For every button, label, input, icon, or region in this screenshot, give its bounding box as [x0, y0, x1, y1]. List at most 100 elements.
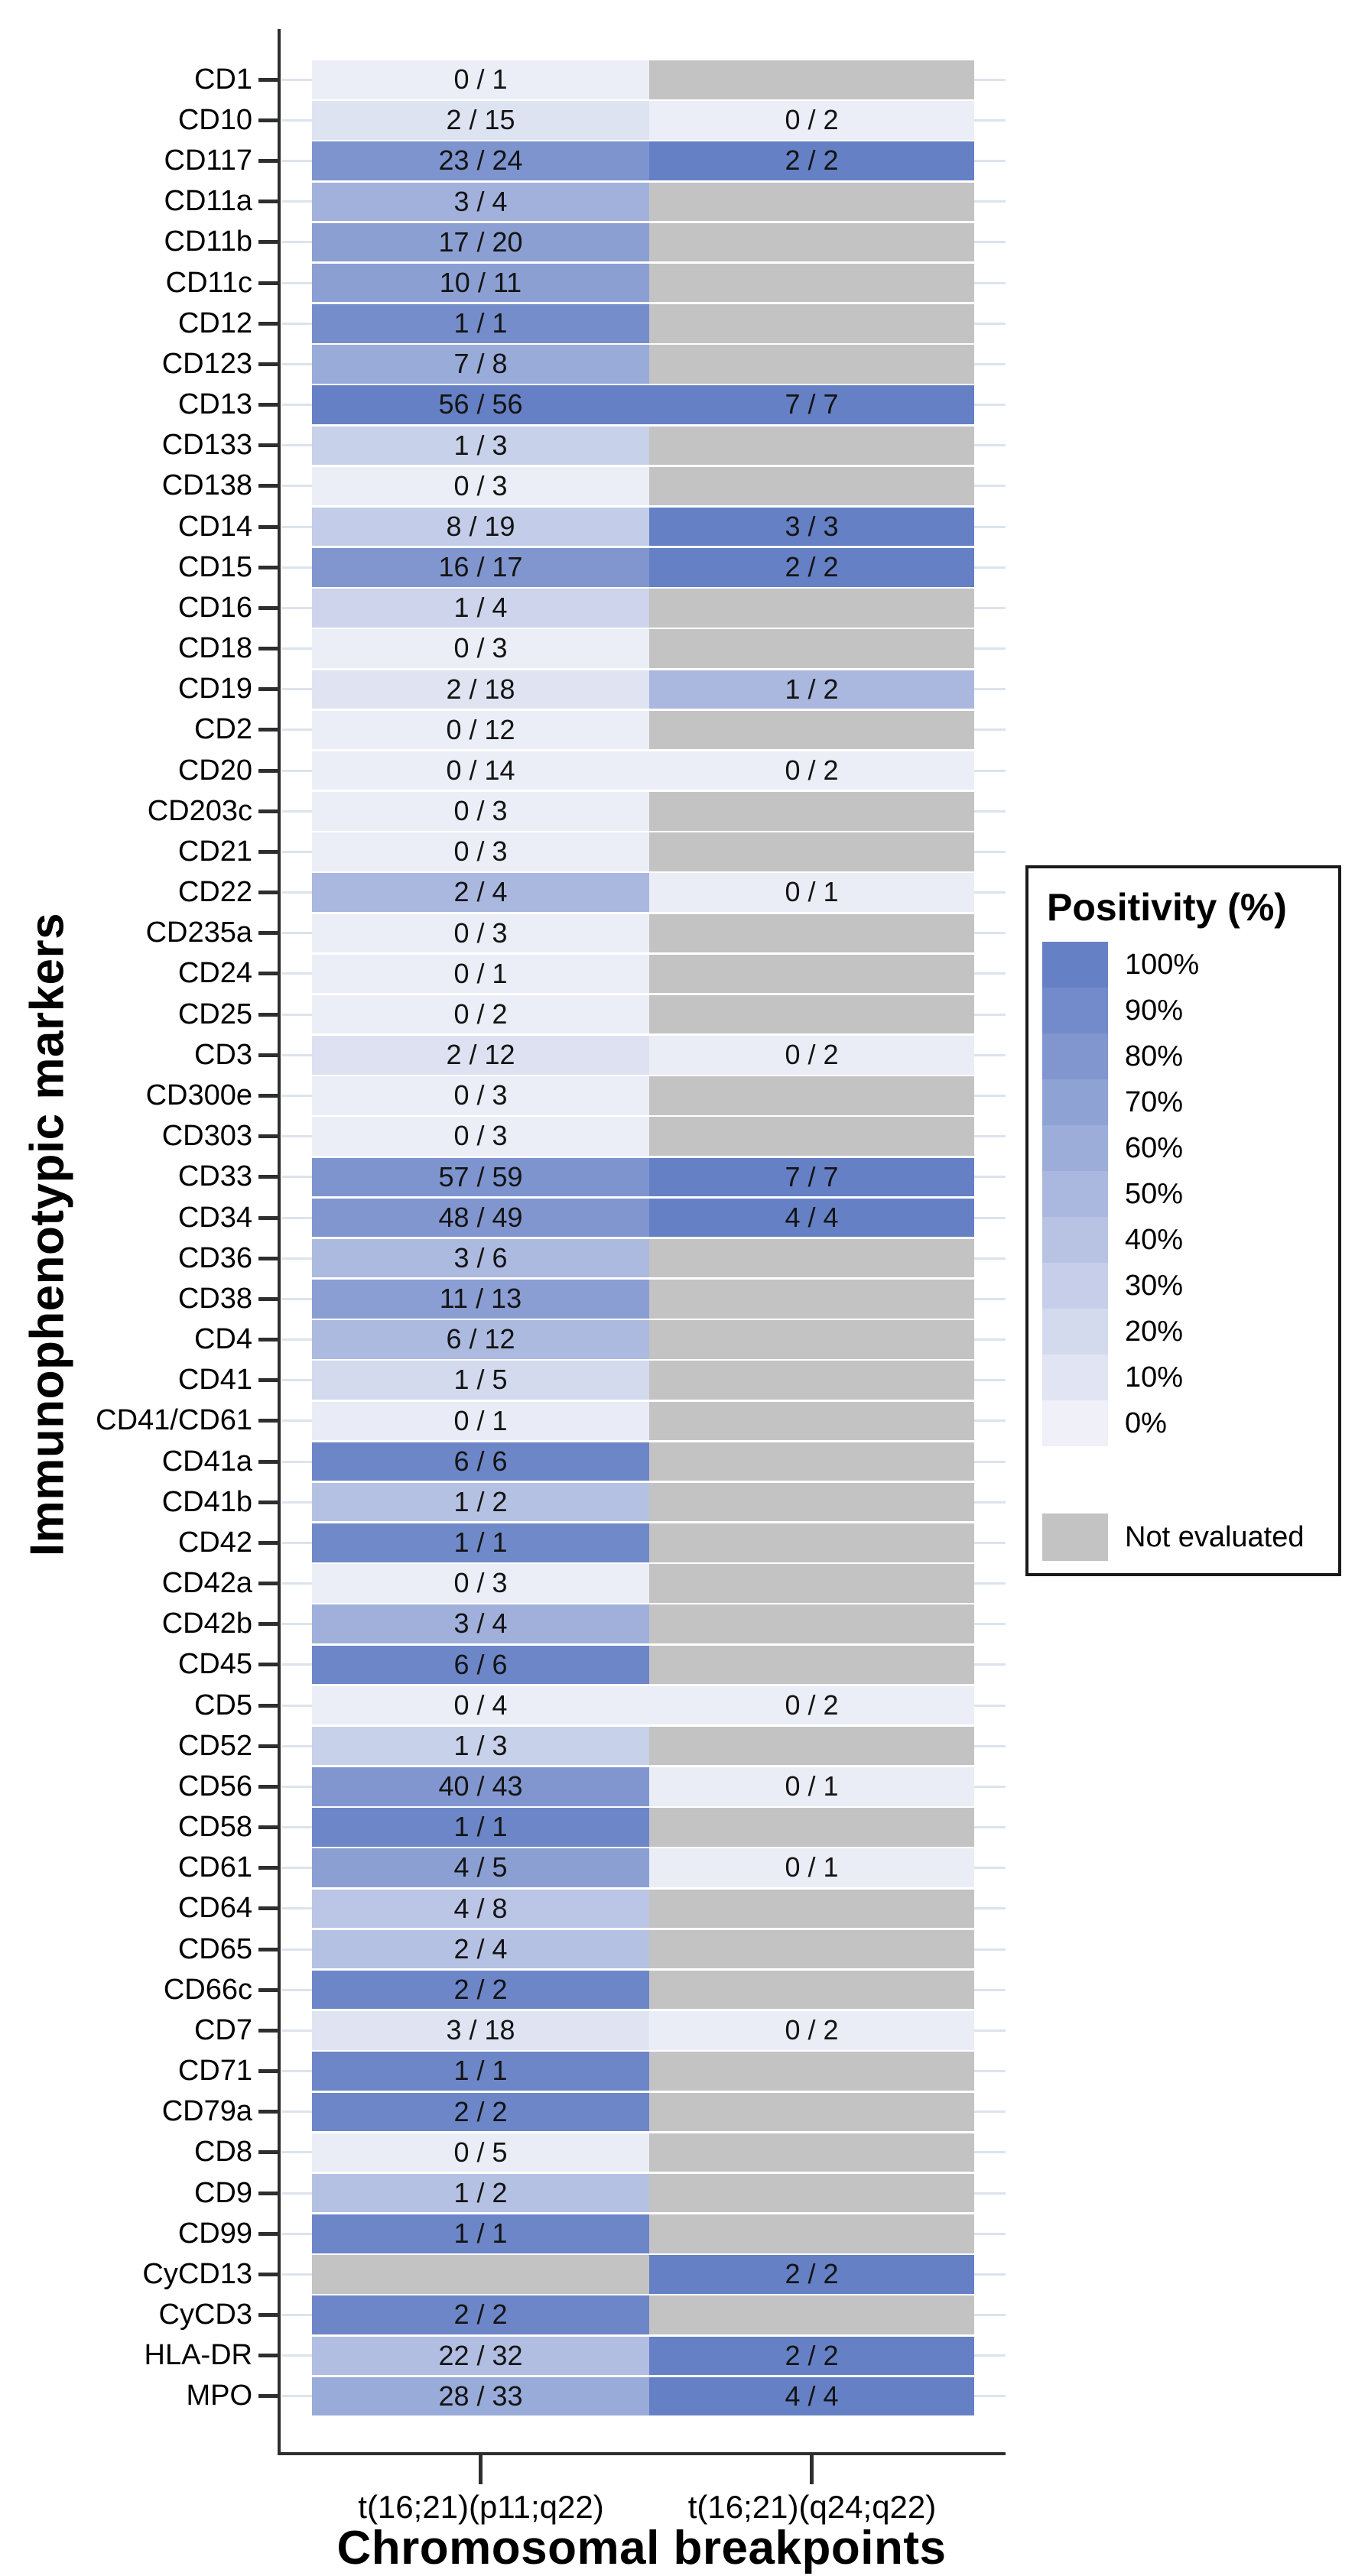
grid-stub-left — [282, 1867, 312, 1870]
legend-swatch-80 — [1042, 1033, 1108, 1079]
grid-stub-left — [282, 1623, 312, 1626]
grid-stub-right — [974, 1095, 1006, 1097]
y-tick — [258, 1459, 278, 1464]
grid-stub-left — [282, 1988, 312, 1991]
grid-stub-right — [974, 404, 1006, 407]
x-axis-line — [278, 2452, 1006, 2455]
heat-cell-not-evaluated — [649, 2295, 974, 2334]
row-label: CD11a — [164, 185, 252, 218]
row-label: CyCD13 — [142, 2257, 252, 2290]
grid-stub-left — [282, 2070, 312, 2073]
row-label: CD66c — [163, 1973, 252, 2006]
heat-cell-not-evaluated — [649, 2214, 974, 2253]
grid-stub-left — [282, 2232, 312, 2235]
grid-stub-left — [282, 525, 312, 528]
grid-stub-right — [974, 606, 1006, 609]
grid-stub-left — [282, 444, 312, 447]
grid-stub-left — [282, 2151, 312, 2154]
grid-stub-right — [974, 1135, 1006, 1138]
y-tick — [258, 728, 278, 732]
heat-cell-not-evaluated — [649, 1280, 974, 1319]
y-tick — [258, 565, 278, 569]
heat-cell: 22 / 32 — [312, 2336, 649, 2376]
heat-cell-not-evaluated — [649, 2133, 974, 2172]
heat-cell: 0 / 5 — [312, 2133, 649, 2172]
row-label: CyCD3 — [158, 2299, 252, 2331]
grid-stub-left — [282, 1826, 312, 1829]
grid-stub-right — [974, 1744, 1006, 1747]
heat-cell: 3 / 4 — [312, 182, 649, 221]
grid-stub-right — [974, 2110, 1006, 2114]
legend-label: 30% — [1125, 1270, 1184, 1302]
legend-label: 90% — [1125, 994, 1184, 1027]
y-tick — [258, 2150, 278, 2155]
grid-stub-left — [282, 1095, 312, 1097]
heat-cell: 6 / 6 — [312, 1645, 649, 1685]
grid-stub-left — [282, 1379, 312, 1382]
grid-stub-right — [974, 972, 1006, 975]
grid-stub-left — [282, 200, 312, 203]
grid-stub-right — [974, 525, 1006, 528]
grid-stub-right — [974, 809, 1006, 813]
y-tick — [258, 2231, 278, 2236]
heat-cell-not-evaluated — [649, 345, 974, 384]
grid-stub-left — [282, 241, 312, 244]
row-label: HLA-DR — [144, 2339, 252, 2372]
row-label: CD133 — [161, 429, 252, 462]
legend-swatch-90 — [1042, 988, 1108, 1033]
heat-cell: 6 / 12 — [312, 1320, 649, 1359]
grid-stub-left — [282, 1257, 312, 1260]
grid-stub-right — [974, 2192, 1006, 2195]
heat-cell: 0 / 2 — [649, 1036, 974, 1075]
y-tick — [258, 1256, 278, 1260]
grid-stub-right — [974, 1216, 1006, 1219]
grid-stub-left — [282, 78, 312, 81]
row-label: CD11b — [164, 225, 252, 258]
heat-cell-not-evaluated — [649, 1076, 974, 1115]
grid-stub-right — [974, 1176, 1006, 1179]
heat-cell-not-evaluated — [649, 1929, 974, 1969]
grid-stub-left — [282, 404, 312, 407]
row-label: MPO — [186, 2380, 252, 2412]
heat-cell: 0 / 2 — [649, 101, 974, 140]
heat-cell: 2 / 18 — [312, 670, 649, 709]
y-tick — [258, 524, 278, 529]
grid-stub-left — [282, 1785, 312, 1788]
heat-cell: 2 / 15 — [312, 101, 649, 140]
heat-cell: 1 / 2 — [649, 670, 974, 709]
heat-cell: 3 / 3 — [649, 507, 974, 547]
heat-cell: 4 / 5 — [312, 1848, 649, 1887]
row-label: CD41b — [161, 1485, 252, 1518]
heat-cell: 0 / 12 — [312, 710, 649, 750]
grid-stub-left — [282, 2029, 312, 2032]
heat-cell: 0 / 2 — [649, 751, 974, 790]
heat-cell-not-evaluated — [649, 1726, 974, 1766]
grid-stub-right — [974, 1053, 1006, 1056]
y-tick — [258, 687, 278, 692]
row-label: CD21 — [177, 835, 252, 868]
row-label: CD15 — [177, 550, 252, 583]
heat-cell: 0 / 3 — [312, 629, 649, 668]
grid-stub-left — [282, 362, 312, 365]
y-tick — [258, 159, 278, 164]
grid-stub-right — [974, 728, 1006, 732]
y-tick — [258, 1825, 278, 1830]
grid-stub-right — [974, 281, 1006, 284]
x-tick-col2 — [810, 2455, 814, 2484]
heat-cell: 0 / 14 — [312, 751, 649, 790]
heat-cell: 57 / 59 — [312, 1157, 649, 1197]
legend-not-evaluated-label: Not evaluated — [1125, 1521, 1305, 1553]
grid-stub-left — [282, 2395, 312, 2398]
grid-stub-right — [974, 1501, 1006, 1504]
heat-cell-not-evaluated — [649, 1564, 974, 1603]
row-label: CD42b — [161, 1608, 252, 1640]
grid-stub-right — [974, 1013, 1006, 1016]
heat-cell-not-evaluated — [649, 1523, 974, 1562]
y-tick — [258, 2110, 278, 2114]
heat-cell: 2 / 2 — [649, 2255, 974, 2294]
legend-swatch-60 — [1042, 1125, 1108, 1171]
y-tick — [258, 200, 278, 204]
grid-stub-right — [974, 2395, 1006, 2398]
heat-cell-not-evaluated — [649, 954, 974, 994]
grid-stub-left — [282, 1704, 312, 1707]
